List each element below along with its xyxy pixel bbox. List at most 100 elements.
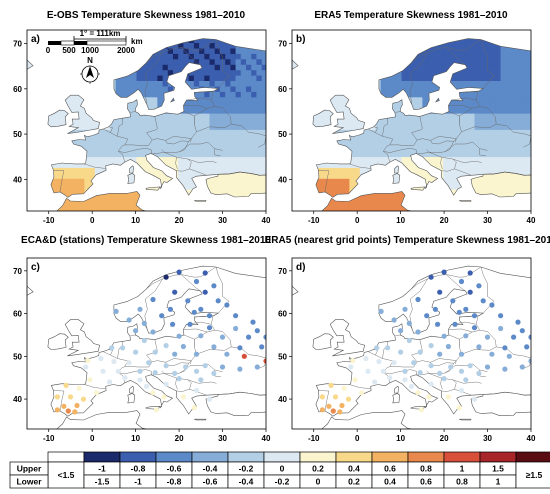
legend-lower-value: -0.6	[203, 477, 218, 487]
station-point-era5n	[445, 343, 451, 350]
station-point-era5n	[437, 370, 443, 376]
station-point-ecad	[183, 364, 189, 370]
station-point-ecad	[202, 363, 208, 369]
lat-tick-label: 50	[278, 352, 287, 361]
legend-swatch	[191, 451, 229, 463]
station-point-ecad	[180, 394, 186, 400]
station-point-ecad	[137, 368, 143, 374]
station-point-ecad	[198, 306, 204, 312]
station-point-ecad	[74, 402, 80, 409]
station-point-era5n	[406, 320, 412, 326]
lat-tick-label: 50	[13, 130, 22, 139]
station-point-ecad	[83, 364, 89, 370]
station-point-era5n	[458, 351, 465, 357]
station-point-ecad	[113, 308, 119, 314]
legend-swatch	[119, 451, 157, 463]
station-point-era5n	[489, 351, 495, 357]
legend-lower-label: Lower	[16, 477, 42, 487]
lon-tick-label: 30	[483, 216, 492, 225]
lon-tick-label: 10	[396, 434, 405, 443]
station-point-ecad	[237, 366, 243, 372]
station-point-era5n	[345, 396, 352, 402]
lat-tick-label: 50	[13, 352, 22, 361]
station-point-ecad	[141, 320, 147, 326]
station-point-era5n	[339, 402, 345, 409]
legend-swatch	[407, 451, 445, 463]
station-point-era5n	[428, 363, 434, 369]
lon-tick-label: -10	[308, 434, 320, 443]
station-point-ecad	[176, 333, 182, 339]
station-point-era5n	[428, 343, 434, 349]
lat-tick-label: 40	[278, 175, 287, 184]
station-point-era5n	[408, 383, 415, 389]
station-point-ecad	[180, 343, 186, 350]
station-point-ecad	[167, 306, 173, 312]
station-point-ecad	[150, 329, 156, 335]
legend-swatch	[227, 451, 265, 463]
station-point-ecad	[152, 349, 158, 355]
station-point-ecad	[172, 370, 178, 376]
legend-swatch	[299, 451, 337, 463]
station-point-ecad	[67, 394, 74, 400]
station-point-era5n	[515, 319, 521, 325]
station-point-era5n	[432, 306, 438, 312]
station-point-era5n	[471, 396, 478, 402]
panel-c: ECA&D (stations) Temperature Skewness 19…	[13, 235, 271, 443]
station-point-era5n	[415, 390, 421, 396]
station-point-ecad	[170, 321, 176, 327]
panel-c-map	[27, 265, 266, 429]
lat-tick-label: 70	[278, 267, 287, 276]
station-point-ecad	[172, 289, 178, 295]
station-point-ecad	[65, 408, 71, 414]
legend-lower-value: 0	[316, 477, 321, 487]
scale-degree-label: 1° = 111km	[80, 29, 121, 38]
station-point-era5n	[350, 358, 356, 364]
station-point-ecad	[211, 283, 217, 289]
station-point-ecad	[120, 345, 126, 351]
panel-c-title: ECA&D (stations) Temperature Skewness 19…	[21, 235, 271, 246]
lon-tick-label: 40	[527, 434, 536, 443]
station-point-ecad	[54, 407, 61, 413]
station-point-ecad	[198, 377, 204, 383]
scale-tick-500: 500	[62, 46, 76, 55]
station-point-ecad	[143, 383, 150, 389]
station-point-ecad	[153, 407, 160, 413]
station-point-era5n	[372, 379, 378, 385]
station-point-ecad	[111, 358, 117, 365]
station-point-ecad	[54, 394, 61, 400]
lon-tick-label: 0	[90, 434, 95, 443]
station-point-era5n	[445, 394, 451, 400]
station-point-ecad	[191, 309, 197, 315]
station-point-ecad	[137, 306, 143, 312]
station-point-ecad	[126, 360, 132, 366]
legend-upper-value: -0.6	[167, 464, 182, 474]
station-point-era5n	[524, 344, 530, 350]
station-point-ecad	[254, 328, 260, 334]
station-point-era5n	[452, 321, 458, 327]
panel-d-title: ERA5 (nearest grid points) Temperature S…	[265, 235, 550, 246]
legend-lower-value: 1	[496, 477, 501, 487]
legend-upper-label: Upper	[17, 464, 42, 474]
station-point-era5n	[348, 364, 354, 370]
lon-tick-label: 10	[131, 216, 140, 225]
station-point-ecad	[237, 345, 243, 351]
station-point-ecad	[187, 321, 193, 327]
station-point-era5n	[332, 394, 339, 400]
legend-upper-value: 1	[460, 464, 465, 474]
station-point-ecad	[146, 360, 152, 366]
station-point-ecad	[224, 351, 230, 357]
lon-tick-label: 0	[355, 434, 360, 443]
legend-lower-value: -1.5	[95, 477, 110, 487]
legend-bin-label: ≥1.5	[526, 470, 543, 480]
station-point-ecad	[107, 379, 113, 385]
station-point-era5n	[376, 358, 382, 365]
station-point-ecad	[72, 409, 78, 415]
lon-tick-label: -10	[43, 216, 55, 225]
lat-tick-label: 60	[278, 85, 287, 94]
station-point-era5n	[319, 394, 325, 400]
station-point-era5n	[437, 351, 443, 357]
lon-tick-label: 20	[175, 434, 184, 443]
station-point-ecad	[161, 394, 167, 400]
station-point-era5n	[467, 270, 473, 276]
